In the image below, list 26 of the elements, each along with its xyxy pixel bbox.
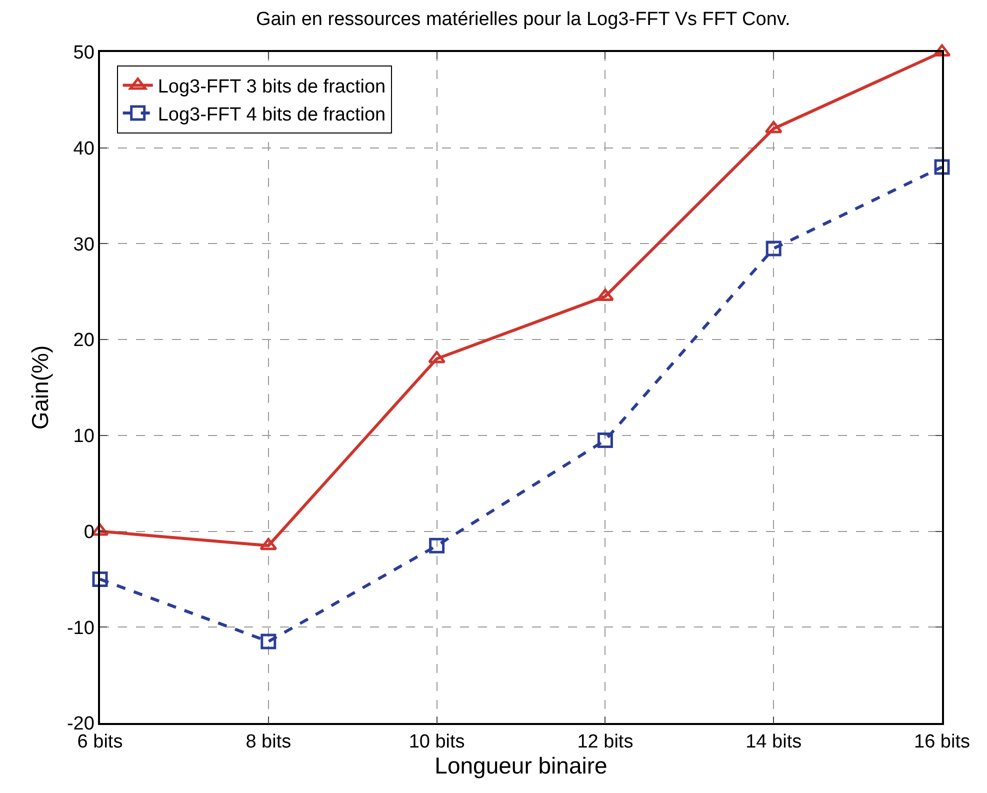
y-axis-title: Gain(%)	[26, 345, 53, 430]
point	[766, 240, 782, 256]
x-tick-label: 14 bits	[746, 732, 802, 753]
y-tick-label: 40	[73, 138, 94, 160]
y-tick-label: 50	[73, 42, 94, 64]
legend-label: Log3-FFT 3 bits de fraction	[158, 76, 386, 98]
x-tick-label: 8 bits	[246, 732, 292, 753]
y-tick-label: 0	[84, 522, 94, 543]
x-axis-title: Longueur binaire	[434, 752, 608, 779]
x-tick-label: 10 bits	[408, 732, 465, 753]
point	[428, 350, 446, 364]
point	[92, 571, 108, 587]
x-tick-label: 12 bits	[577, 732, 634, 753]
point	[429, 538, 445, 554]
y-tick-label: 30	[73, 234, 94, 256]
legend-label: Log3-FFT 4 bits de fraction	[158, 104, 386, 126]
point	[764, 120, 782, 134]
point	[934, 159, 950, 175]
point	[597, 432, 613, 448]
y-tick-label: 20	[73, 330, 94, 352]
point	[260, 538, 278, 550]
y-tick-label: -10	[66, 618, 94, 639]
x-tick-label: 16 bits	[914, 732, 970, 753]
y-tick-label: 10	[73, 426, 94, 448]
chart-title: Gain en ressources matérielles pour la Log3-FFT Vs FFT Conv.	[256, 9, 790, 30]
point	[260, 634, 276, 650]
